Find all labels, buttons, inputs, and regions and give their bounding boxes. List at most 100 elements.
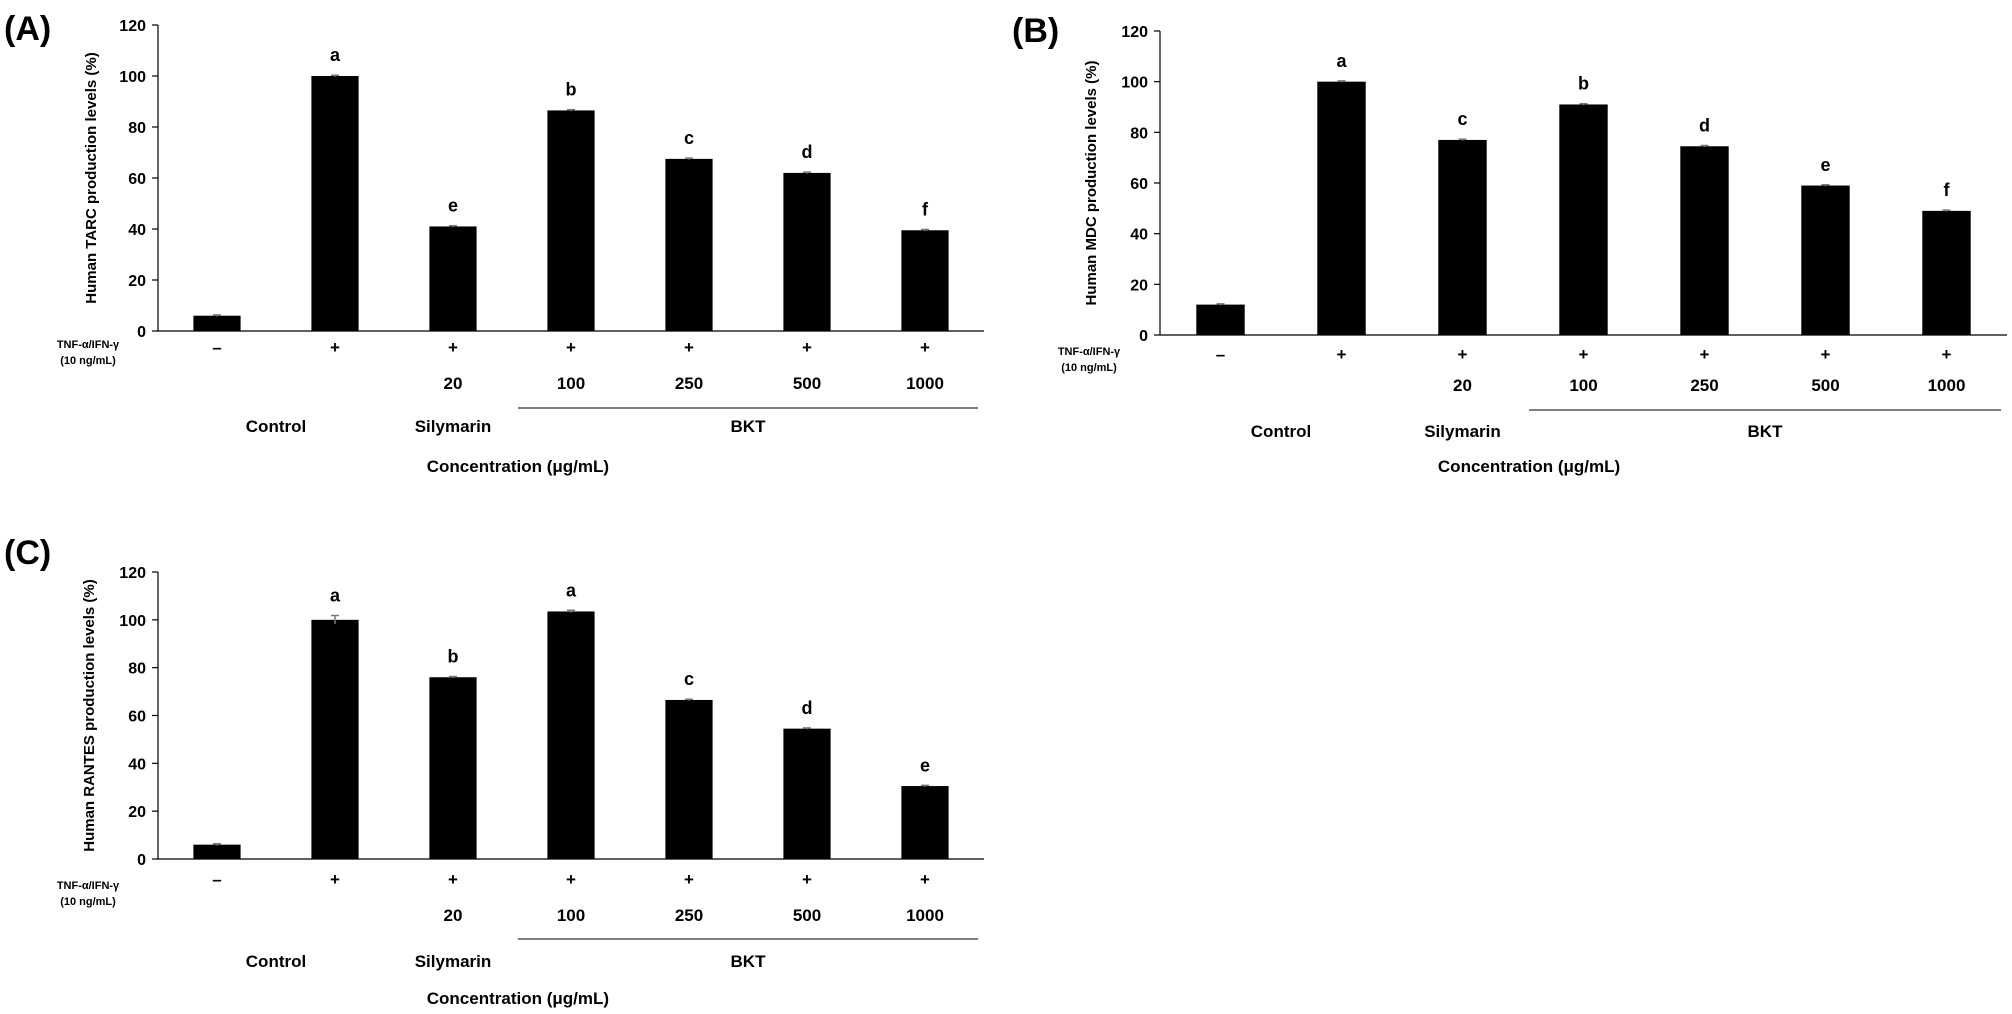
significance-letter-2: b (448, 647, 459, 667)
treatment-label: TNF-α/IFN-γ (57, 339, 120, 351)
bar-2 (1438, 139, 1487, 335)
significance-letter-2: c (1457, 109, 1467, 129)
treatment-dose-label: (10 ng/mL) (60, 896, 116, 908)
y-tick-label: 40 (128, 756, 146, 773)
concentration-label-3: 100 (557, 906, 585, 925)
chart-panel-b: (B) Human MDC production levels (%) 0 20 40 6… (1010, 0, 2012, 500)
treatment-sign-3: + (1579, 345, 1589, 364)
concentration-label-5: 500 (1811, 376, 1839, 395)
treatment-sign-4: + (684, 338, 694, 357)
bar-2 (429, 226, 477, 331)
treatment-sign-5: + (802, 338, 812, 357)
significance-letter-3: b (566, 80, 577, 100)
treatment-sign-6: + (1942, 345, 1952, 364)
y-axis-label: Human RANTES production levels (%) (81, 579, 98, 852)
bar-3 (547, 110, 595, 331)
significance-letter-6: e (920, 755, 930, 775)
concentration-label-5: 500 (793, 906, 821, 925)
concentration-label-6: 1000 (906, 374, 944, 393)
y-tick-label: 40 (1130, 227, 1148, 244)
y-axis-label: Human TARC production levels (%) (83, 52, 100, 303)
significance-letter-3: a (566, 580, 577, 600)
bar-3 (547, 611, 595, 859)
treatment-sign-2: + (448, 870, 458, 889)
treatment-sign-2: + (1458, 345, 1468, 364)
group-label-silymarin: Silymarin (415, 952, 492, 971)
treatment-sign-0: – (212, 338, 221, 357)
panel-letter-a: (A) (4, 10, 51, 48)
concentration-label-4: 250 (675, 906, 703, 925)
significance-letter-1: a (330, 586, 341, 606)
significance-letter-1: a (1336, 51, 1347, 71)
bar-0 (1196, 304, 1245, 335)
significance-letter-3: b (1578, 74, 1589, 94)
bar-4 (665, 158, 713, 331)
concentration-label-3: 100 (557, 374, 585, 393)
y-tick-label: 100 (119, 613, 146, 630)
treatment-dose-label: (10 ng/mL) (1061, 362, 1117, 374)
y-tick-label: 0 (137, 852, 146, 869)
group-label-bkt: BKT (731, 417, 767, 436)
treatment-sign-5: + (1821, 345, 1831, 364)
y-tick-label: 20 (128, 804, 146, 821)
bar-5 (783, 172, 831, 331)
y-tick-label: 40 (128, 222, 146, 239)
treatment-label: TNF-α/IFN-γ (57, 880, 120, 892)
y-axis-label: Human MDC production levels (%) (1083, 60, 1100, 305)
concentration-label-5: 500 (793, 374, 821, 393)
chart-c-svg: (C) Human RANTES production levels (%) 0 20… (4, 534, 984, 1008)
bar-1 (311, 619, 359, 859)
concentration-label-3: 100 (1569, 376, 1597, 395)
chart-panel-c: (C) Human RANTES production levels (%) 0 20… (0, 530, 1010, 1014)
concentration-label-4: 250 (675, 374, 703, 393)
y-tick-label: 60 (1130, 176, 1148, 193)
treatment-sign-6: + (920, 870, 930, 889)
x-axis-label: Concentration (μg/mL) (1438, 457, 1620, 476)
x-axis-label: Concentration (μg/mL) (427, 989, 609, 1008)
y-tick-label: 80 (128, 661, 146, 678)
significance-letter-2: e (448, 196, 458, 216)
panel-letter-b: (B) (1012, 12, 1059, 50)
chart-a-svg: (A) Human TARC production levels (%) 0 20 40… (4, 10, 984, 476)
treatment-sign-5: + (802, 870, 812, 889)
chart-panel-a: (A) Human TARC production levels (%) 0 20 40… (0, 0, 1010, 500)
significance-letter-1: a (330, 45, 341, 65)
treatment-sign-4: + (684, 870, 694, 889)
significance-letter-5: e (1820, 155, 1830, 175)
bar-6 (1922, 210, 1971, 335)
concentration-label-6: 1000 (1928, 376, 1966, 395)
chart-b-svg: (B) Human MDC production levels (%) 0 20 40 6… (1012, 12, 2007, 476)
y-tick-label: 80 (128, 120, 146, 137)
group-label-silymarin: Silymarin (415, 417, 492, 436)
y-tick-label: 0 (137, 324, 146, 341)
treatment-dose-label: (10 ng/mL) (60, 355, 116, 367)
treatment-sign-3: + (566, 338, 576, 357)
treatment-sign-1: + (330, 870, 340, 889)
significance-letter-5: d (802, 142, 813, 162)
bar-0 (193, 844, 241, 859)
group-label-control: Control (246, 952, 306, 971)
bar-3 (1559, 104, 1608, 335)
treatment-sign-6: + (920, 338, 930, 357)
group-label-control: Control (1251, 422, 1311, 441)
concentration-label-4: 250 (1690, 376, 1718, 395)
y-tick-label: 20 (128, 273, 146, 290)
significance-letter-4: c (684, 128, 694, 148)
y-tick-label: 120 (119, 565, 146, 582)
bar-4 (1680, 146, 1729, 335)
treatment-sign-4: + (1700, 345, 1710, 364)
group-label-bkt: BKT (1748, 422, 1784, 441)
bar-0 (193, 315, 241, 331)
y-tick-label: 0 (1139, 328, 1148, 345)
concentration-label-2: 20 (1453, 376, 1472, 395)
treatment-sign-1: + (330, 338, 340, 357)
treatment-label: TNF-α/IFN-γ (1058, 346, 1121, 358)
y-tick-label: 80 (1130, 125, 1148, 142)
bar-2 (429, 677, 477, 859)
significance-letter-6: f (1944, 180, 1951, 200)
bar-6 (901, 786, 949, 859)
treatment-sign-0: – (212, 870, 221, 889)
bar-1 (311, 76, 359, 331)
significance-letter-4: d (1699, 116, 1710, 136)
panel-letter-c: (C) (4, 534, 51, 572)
